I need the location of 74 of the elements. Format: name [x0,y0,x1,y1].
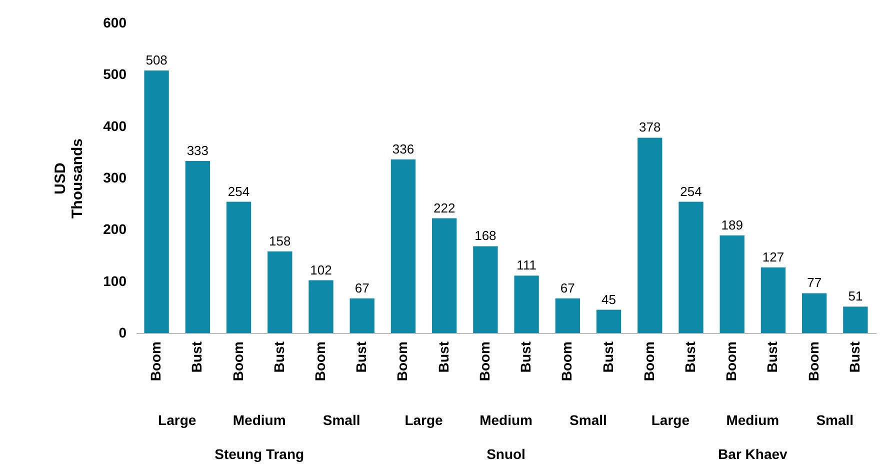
bar [473,246,498,333]
data-label: 189 [721,217,743,232]
x-tick-label: Bust [764,341,780,373]
text: Large [158,412,196,428]
x-tick-label: Boom [805,342,822,382]
text: Large [404,412,444,428]
text: Bar Khaev [718,446,788,462]
bar [596,310,622,333]
data-label: 333 [186,142,209,158]
x-tick-label: Boom [312,342,328,382]
text: Small [570,412,607,428]
data-label: 51 [848,288,863,304]
text: Medium [480,412,532,428]
x-tick-label: Boom [476,342,492,382]
x-tick-label: Boom [148,342,164,382]
data-label: 336 [392,141,414,156]
y-axis-title: USD Thousands [52,138,86,219]
x-tick-label: Boom [230,342,246,382]
bar [514,276,539,333]
x-tick-label: Bust [600,341,616,373]
x-tick-label: Bust [435,341,452,373]
x-tick-label: Boom [394,342,410,382]
bar [390,159,416,333]
data-label: 111 [516,258,536,273]
data-label: 168 [474,228,496,244]
x-tick-label: Boom [723,342,740,382]
bar [185,160,210,333]
bar [226,202,252,333]
bar [802,293,827,333]
bar [350,298,374,333]
bar [638,138,662,333]
data-label: 77 [807,275,822,290]
x-tick-label: Boom [558,342,575,382]
data-label: 378 [639,120,661,135]
text: Medium [232,412,286,428]
bar [760,267,786,333]
data-label: 127 [762,249,784,264]
data-label: 67 [354,280,370,296]
x-tick-label: Boom [640,342,657,382]
text: Steung Trang [214,446,304,462]
bar [555,298,580,333]
y-tick-label: 300 [103,170,127,186]
y-tick-label: 0 [118,324,127,340]
data-label: 254 [680,184,702,199]
data-label: 102 [310,262,332,278]
data-label: 45 [602,292,616,307]
x-tick-label: Bust [353,341,370,373]
bar [308,280,334,333]
data-label: 254 [228,184,250,199]
text: Large [651,412,690,428]
text: Small [816,412,854,428]
bar [432,218,457,333]
data-label: 222 [433,200,456,216]
text: Medium [726,412,780,428]
y-tick-label: 100 [103,272,127,289]
x-tick-label: Bust [188,341,205,373]
data-label: 158 [269,233,291,248]
x-tick-label: Bust [682,341,698,373]
x-tick-label: Bust [518,341,534,373]
text: Small [322,412,360,428]
y-tick-label: 500 [103,66,127,82]
x-tick-label: Bust [270,341,287,373]
bar [843,306,868,333]
y-tick-label: 200 [103,221,127,238]
bar [268,251,292,333]
data-label: 508 [146,52,168,68]
data-label: 67 [560,280,575,296]
bar [144,70,169,333]
bar [720,235,744,333]
y-tick-label: 600 [103,14,127,30]
text: Snuol [486,446,526,462]
y-tick-label: 400 [103,118,127,134]
bar [678,202,704,333]
x-tick-label: Bust [846,341,862,373]
